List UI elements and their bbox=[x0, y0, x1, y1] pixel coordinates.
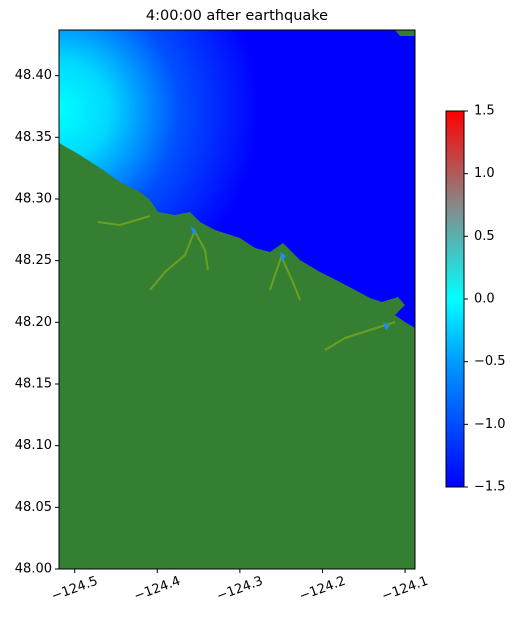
x-tick-label: −124.5 bbox=[50, 574, 100, 605]
colorbar-tick-label: −0.5 bbox=[474, 354, 506, 369]
y-tick-label: 48.15 bbox=[15, 376, 52, 391]
colorbar-tick-label: −1.5 bbox=[474, 480, 506, 495]
y-tick-label: 48.05 bbox=[15, 500, 52, 515]
chart-title: 4:00:00 after earthquake bbox=[146, 8, 328, 24]
colorbar-tick-label: 1.5 bbox=[474, 104, 495, 119]
colorbar-tick-label: 1.0 bbox=[474, 166, 495, 181]
y-tick-label: 48.35 bbox=[15, 130, 52, 145]
y-tick-label: 48.30 bbox=[15, 191, 52, 206]
colorbar-tick-label: 0.0 bbox=[474, 292, 495, 307]
colorbar-tick-label: −1.0 bbox=[474, 417, 506, 432]
colorbar-tick-label: 0.5 bbox=[474, 229, 495, 244]
y-tick-label: 48.00 bbox=[15, 562, 52, 577]
y-tick-label: 48.25 bbox=[15, 253, 52, 268]
channels bbox=[97, 215, 396, 351]
x-tick-label: −124.1 bbox=[380, 574, 430, 605]
map-area bbox=[59, 30, 415, 569]
colorbar bbox=[445, 110, 465, 488]
y-tick-label: 48.10 bbox=[15, 438, 52, 453]
plot-frame bbox=[58, 29, 416, 570]
land bbox=[59, 143, 415, 569]
x-tick-label: −124.2 bbox=[297, 574, 347, 605]
land bbox=[395, 30, 415, 36]
x-tick-label: −124.3 bbox=[215, 574, 265, 605]
x-tick-label: −124.4 bbox=[132, 574, 182, 605]
y-tick-label: 48.40 bbox=[15, 68, 52, 83]
y-tick-label: 48.20 bbox=[15, 315, 52, 330]
